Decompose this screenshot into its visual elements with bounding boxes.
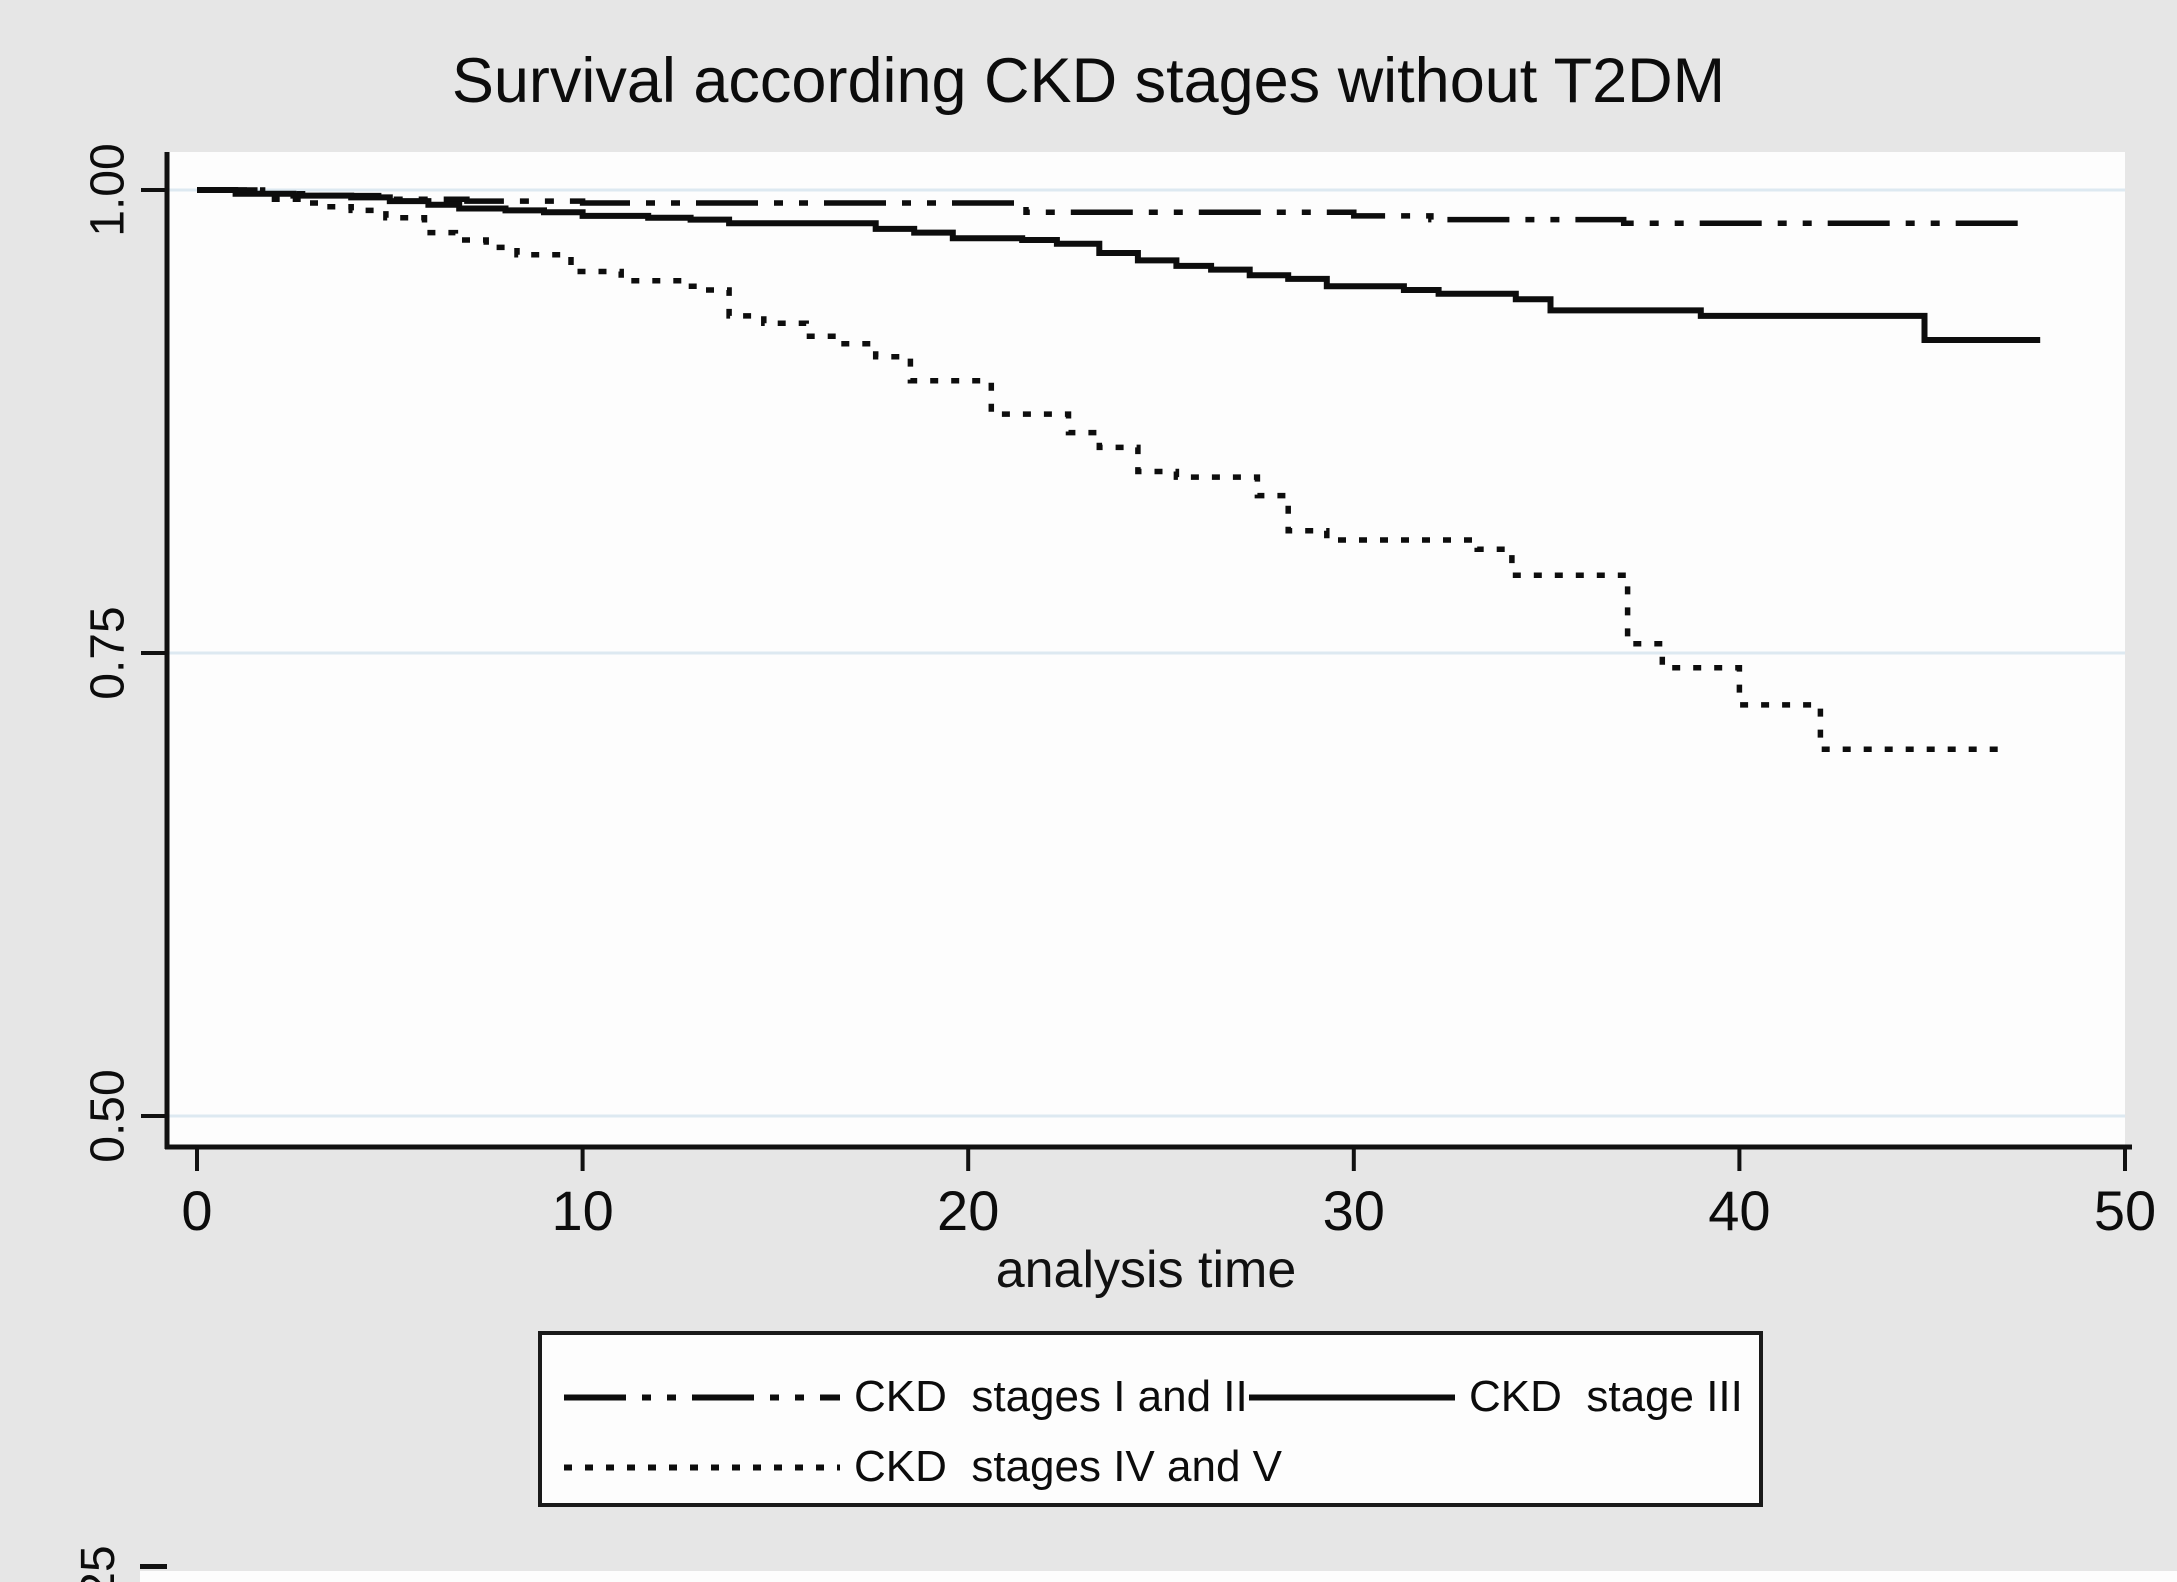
legend: CKD stages I and II CKD stage III CKD st…: [538, 1331, 1763, 1507]
x-tick-label: 10: [551, 1179, 613, 1242]
plot-area: [167, 152, 2125, 1147]
x-tick-label: 40: [1708, 1179, 1770, 1242]
series-line-ckd-stage-iii: [197, 187, 2041, 343]
series-line-ckd-stages-iv-and-v: [197, 187, 2010, 753]
legend-label-ckd-stages-4-5: CKD stages IV and V: [854, 1442, 1282, 1491]
legend-line-solid-icon: [1249, 1394, 1455, 1401]
legend-label-ckd-stage-3: CKD stage III: [1469, 1372, 1743, 1421]
x-axis-title: analysis time: [995, 1241, 1297, 1299]
legend-line-dashdot-icon: [564, 1394, 840, 1401]
y-tick-label: 0.50: [82, 1069, 135, 1162]
x-tick-label: 50: [2094, 1179, 2156, 1242]
legend-line-dotted-icon: [564, 1464, 840, 1471]
legend-label-ckd-stages-1-2: CKD stages I and II: [854, 1372, 1248, 1421]
chart-title: Survival according CKD stages without T2…: [451, 46, 1726, 116]
x-tick-label: 30: [1323, 1179, 1385, 1242]
y-tick-label: 1.00: [82, 143, 135, 236]
x-tick-label: 0: [181, 1179, 212, 1242]
cropped-next-panel-y-tick: [140, 1564, 167, 1569]
cropped-next-panel-plot-edge: [140, 1571, 2177, 1582]
series-line-ckd-stages-i-and-ii: [197, 187, 2025, 227]
x-tick-label: 20: [937, 1179, 999, 1242]
y-tick-label: 0.75: [82, 606, 135, 699]
